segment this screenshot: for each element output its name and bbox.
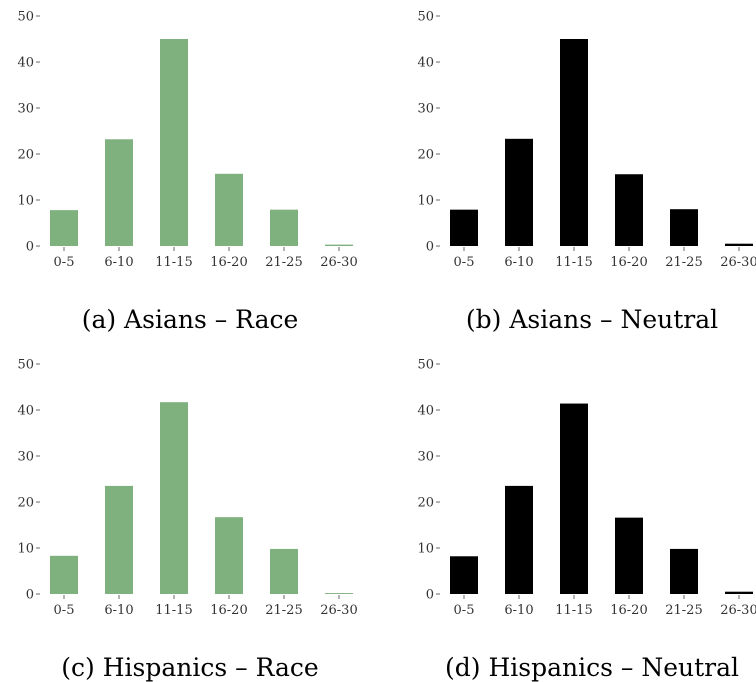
- y-tick-label: 10: [417, 194, 434, 209]
- bar: [160, 402, 188, 594]
- y-tick-label: 20: [417, 496, 434, 511]
- x-tick-label: 0-5: [454, 603, 475, 618]
- y-tick-label: 10: [417, 542, 434, 557]
- x-tick-label: 21-25: [265, 255, 302, 270]
- y-tick-label: 0: [426, 588, 434, 603]
- bar: [160, 39, 188, 246]
- bar: [215, 517, 243, 594]
- bar: [615, 517, 643, 594]
- y-tick-label: 40: [17, 404, 34, 419]
- x-tick-label: 21-25: [265, 603, 302, 618]
- panel-caption: (a) Asians – Race: [82, 305, 299, 334]
- y-tick-label: 30: [17, 102, 34, 117]
- bar: [325, 593, 353, 594]
- bar: [215, 173, 243, 246]
- x-tick-label: 16-20: [210, 255, 247, 270]
- x-tick-label: 11-15: [155, 603, 192, 618]
- panel-caption: (b) Asians – Neutral: [466, 305, 718, 334]
- bar: [50, 210, 78, 246]
- x-tick-label: 11-15: [555, 603, 592, 618]
- y-tick-label: 0: [426, 240, 434, 255]
- bar: [450, 209, 478, 246]
- bar: [105, 139, 133, 246]
- panel-hispanics-race: 0 10 20 30 40 50 0-5 6-10 11-15 16-20 21-25 26-30 (c…: [17, 358, 357, 682]
- bar: [560, 403, 588, 594]
- bar: [325, 244, 353, 246]
- y-tick-label: 30: [417, 450, 434, 465]
- x-tick-label: 6-10: [504, 603, 533, 618]
- bar: [270, 548, 298, 594]
- x-tick-label: 11-15: [155, 255, 192, 270]
- y-tick-label: 40: [417, 404, 434, 419]
- bar: [270, 209, 298, 246]
- y-tick-label: 0: [26, 588, 34, 603]
- y-tick-label: 40: [17, 56, 34, 71]
- y-tick-label: 40: [417, 56, 434, 71]
- y-tick-label: 10: [17, 542, 34, 557]
- y-tick-label: 50: [17, 358, 34, 373]
- bar: [615, 174, 643, 246]
- x-tick-label: 21-25: [665, 603, 702, 618]
- y-tick-label: 20: [417, 148, 434, 163]
- x-tick-label: 26-30: [720, 255, 756, 270]
- panel-caption: (d) Hispanics – Neutral: [445, 653, 739, 682]
- bar: [670, 548, 698, 594]
- y-tick-label: 20: [17, 148, 34, 163]
- panel-hispanics-neutral: 0 10 20 30 40 50 0-5 6-10 11-15 16-20 21-25 26-30 (d…: [417, 358, 756, 682]
- x-tick-label: 11-15: [555, 255, 592, 270]
- bar: [105, 485, 133, 594]
- x-tick-label: 26-30: [320, 255, 357, 270]
- y-tick-label: 0: [26, 240, 34, 255]
- panel-asians-race: 0 10 20 30 40 50 0-5 6-10 11-15 16-20 21-25 26-30 (a…: [17, 10, 357, 335]
- bar: [560, 39, 588, 246]
- bar: [725, 591, 753, 594]
- x-tick-label: 6-10: [104, 603, 133, 618]
- x-tick-label: 6-10: [104, 255, 133, 270]
- y-tick-label: 50: [417, 10, 434, 25]
- x-tick-label: 0-5: [54, 255, 75, 270]
- x-tick-label: 26-30: [720, 603, 756, 618]
- bar: [505, 485, 533, 594]
- y-tick-label: 20: [17, 496, 34, 511]
- x-tick-label: 16-20: [610, 255, 647, 270]
- x-tick-label: 26-30: [320, 603, 357, 618]
- bar: [670, 209, 698, 246]
- panel-caption: (c) Hispanics – Race: [61, 653, 318, 682]
- x-tick-label: 6-10: [504, 255, 533, 270]
- x-tick-label: 0-5: [54, 603, 75, 618]
- y-tick-label: 30: [17, 450, 34, 465]
- bar: [505, 138, 533, 246]
- y-tick-label: 50: [417, 358, 434, 373]
- y-tick-label: 30: [417, 102, 434, 117]
- x-tick-label: 0-5: [454, 255, 475, 270]
- bar: [450, 556, 478, 594]
- bar: [50, 555, 78, 594]
- x-tick-label: 16-20: [210, 603, 247, 618]
- panel-asians-neutral: 0 10 20 30 40 50 0-5 6-10 11-15 16-20 21-25 26-30 (b…: [417, 10, 756, 335]
- x-tick-label: 16-20: [610, 603, 647, 618]
- y-tick-label: 10: [17, 194, 34, 209]
- x-tick-label: 21-25: [665, 255, 702, 270]
- bar: [725, 243, 753, 246]
- y-tick-label: 50: [17, 10, 34, 25]
